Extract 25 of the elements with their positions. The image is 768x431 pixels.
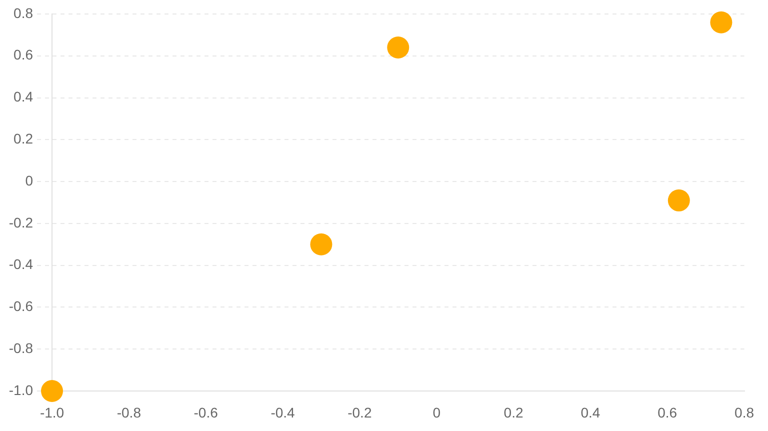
x-tick-label: 0.8 [734,404,754,420]
y-tick-label: -0.6 [8,298,34,314]
point [668,189,690,212]
x-tick-label: 0.6 [658,404,678,420]
y-tick-label: 0.6 [14,46,34,63]
y-tick-label: -0.2 [8,214,34,230]
point [387,36,410,59]
x-tick-label: 0.4 [580,404,600,420]
x-tick-label: -0.2 [348,404,372,420]
point [310,233,332,256]
point [710,11,732,34]
point [41,380,63,402]
y-tick-label: 0.4 [14,88,34,105]
y-tick-label: 0.8 [14,4,34,21]
x-tick-label: -0.6 [194,404,218,420]
x-tick-label: 0 [432,404,441,420]
x-tick-label: 0.2 [504,404,524,420]
x-tick-label: -0.4 [270,404,296,420]
y-tick-label: -1.0 [8,382,34,398]
y-tick-label: -0.8 [8,340,34,356]
x-tick-label: -1.0 [40,404,64,420]
y-tick-label: 0.2 [14,130,34,147]
y-tick-label: -0.4 [8,256,34,272]
x-tick-label: -0.8 [116,404,142,420]
y-tick-label: 0 [25,172,34,188]
